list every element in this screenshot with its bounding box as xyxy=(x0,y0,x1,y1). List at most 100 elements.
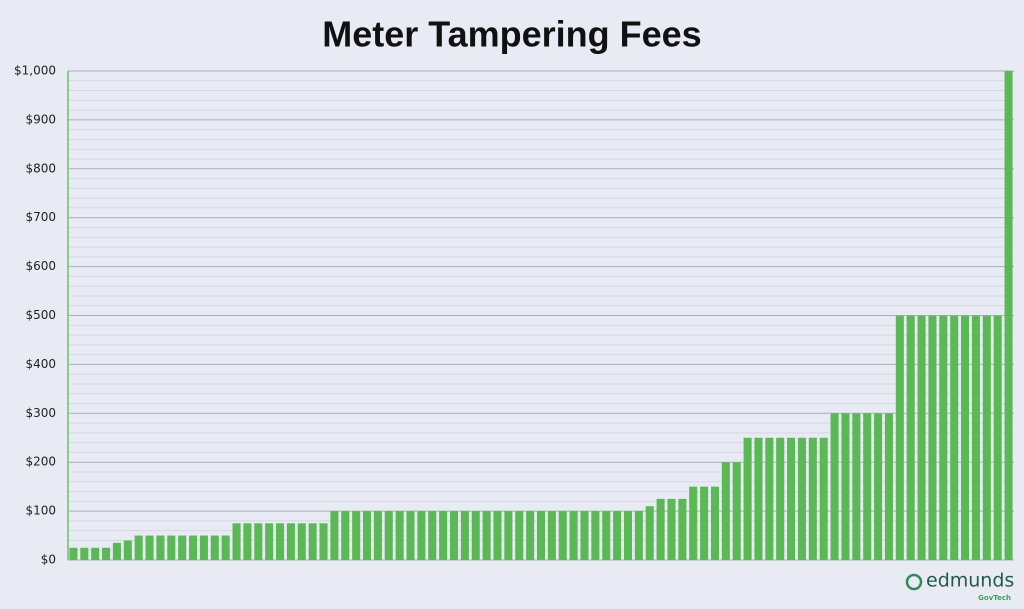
bar xyxy=(123,540,132,560)
bar xyxy=(928,315,937,560)
bar xyxy=(547,511,556,560)
bar xyxy=(439,511,448,560)
logo-icon xyxy=(905,573,923,591)
chart-title: Meter Tampering Fees xyxy=(322,14,701,55)
bar xyxy=(112,542,121,560)
bar xyxy=(134,535,143,560)
bar xyxy=(384,511,393,560)
bar xyxy=(156,535,165,560)
bar xyxy=(167,535,176,560)
bar xyxy=(189,535,198,560)
bar xyxy=(330,511,339,560)
y-tick-label: $300 xyxy=(25,406,56,420)
bar xyxy=(254,523,263,560)
bar xyxy=(765,437,774,560)
bar xyxy=(667,498,676,560)
bar xyxy=(939,315,948,560)
y-tick-label: $0 xyxy=(41,553,56,567)
bar xyxy=(319,523,328,560)
bar xyxy=(623,511,633,560)
bar xyxy=(482,511,491,560)
bar xyxy=(417,511,426,560)
y-tick-label: $900 xyxy=(25,112,56,126)
y-tick-label: $200 xyxy=(25,455,56,469)
bar xyxy=(558,511,567,560)
bar xyxy=(493,511,502,560)
bar xyxy=(145,535,154,560)
bar xyxy=(776,437,785,560)
bar xyxy=(700,486,709,560)
bar xyxy=(460,511,469,560)
bar xyxy=(428,511,437,560)
bar xyxy=(406,511,415,560)
bar xyxy=(569,511,578,560)
bar xyxy=(787,437,796,560)
bar xyxy=(265,523,274,560)
bar xyxy=(678,498,687,560)
bar xyxy=(515,511,524,560)
bar xyxy=(884,413,893,560)
bar xyxy=(754,437,763,560)
bar xyxy=(982,315,991,560)
y-tick-label: $100 xyxy=(25,504,56,518)
logo: edmunds GovTech xyxy=(905,570,1014,602)
bar xyxy=(536,511,546,560)
logo-text: edmunds xyxy=(926,570,1014,592)
bar xyxy=(210,535,219,560)
bar xyxy=(656,498,665,560)
y-tick-label: $600 xyxy=(25,259,56,273)
bar xyxy=(917,315,926,560)
bar xyxy=(874,413,883,560)
bar xyxy=(689,486,698,560)
bar xyxy=(961,315,970,560)
bar xyxy=(341,511,350,560)
bar xyxy=(69,547,78,560)
bar xyxy=(91,547,100,560)
bar xyxy=(895,315,904,560)
bar xyxy=(297,523,306,560)
bar xyxy=(471,511,480,560)
bar xyxy=(526,511,535,560)
y-tick-label: $500 xyxy=(25,308,56,322)
bar xyxy=(841,413,850,560)
bar xyxy=(971,315,980,560)
bar xyxy=(993,315,1002,560)
bar xyxy=(395,511,404,560)
bar xyxy=(743,437,752,560)
bar xyxy=(580,511,589,560)
bar xyxy=(449,511,459,560)
bar xyxy=(950,315,959,560)
bar xyxy=(286,523,295,560)
bar xyxy=(80,547,89,560)
y-tick-label: $400 xyxy=(25,357,56,371)
bar xyxy=(797,437,806,560)
bar xyxy=(645,506,654,560)
bar xyxy=(852,413,861,560)
bar xyxy=(504,511,513,560)
bar xyxy=(602,511,611,560)
bar xyxy=(819,437,828,560)
bar xyxy=(634,511,643,560)
bar xyxy=(906,315,915,560)
bar xyxy=(732,462,741,560)
bar xyxy=(102,547,111,560)
bar xyxy=(276,523,285,560)
logo-subtext: GovTech xyxy=(978,594,1011,602)
bar xyxy=(808,437,817,560)
bar xyxy=(199,535,208,560)
bar xyxy=(591,511,600,560)
bar xyxy=(863,413,872,560)
bar xyxy=(243,523,252,560)
bar xyxy=(221,535,230,560)
bar xyxy=(613,511,622,560)
bar xyxy=(352,511,361,560)
y-tick-label: $1,000 xyxy=(14,64,56,78)
bar xyxy=(178,535,187,560)
bar xyxy=(721,462,730,560)
y-tick-label: $700 xyxy=(25,210,56,224)
bar xyxy=(1004,71,1013,560)
bar xyxy=(308,523,317,560)
bar xyxy=(373,511,382,560)
